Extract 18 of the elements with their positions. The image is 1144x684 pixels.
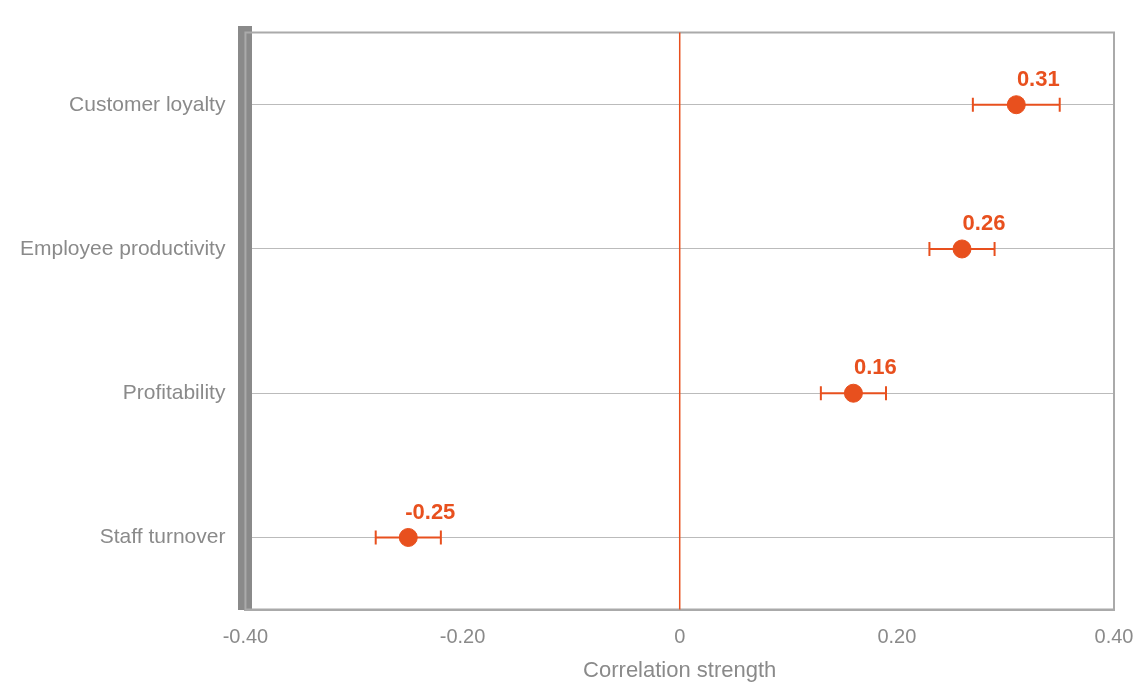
point [398, 527, 418, 547]
x-axis-title: Correlation strength [583, 656, 777, 682]
x-tick-label: 0.40 [1094, 625, 1134, 648]
y-tick-label: Staff turnover [99, 524, 226, 548]
y-tick-label: Employee productivity [19, 235, 226, 259]
x-tick-label: -0.20 [439, 625, 486, 648]
point [952, 239, 972, 259]
x-tick-label: 0 [674, 625, 686, 648]
x-tick-label: 0.20 [877, 625, 917, 648]
point [843, 383, 863, 403]
data-label: 0.31 [1016, 65, 1060, 91]
data-label: -0.25 [405, 498, 456, 524]
data-label: 0.16 [854, 354, 897, 380]
y-tick-label: Profitability [122, 380, 226, 404]
point [1006, 95, 1026, 115]
y-tick-label: Customer loyalty [69, 91, 226, 115]
x-tick-label: -0.40 [222, 625, 269, 648]
data-label: 0.26 [962, 210, 1006, 236]
